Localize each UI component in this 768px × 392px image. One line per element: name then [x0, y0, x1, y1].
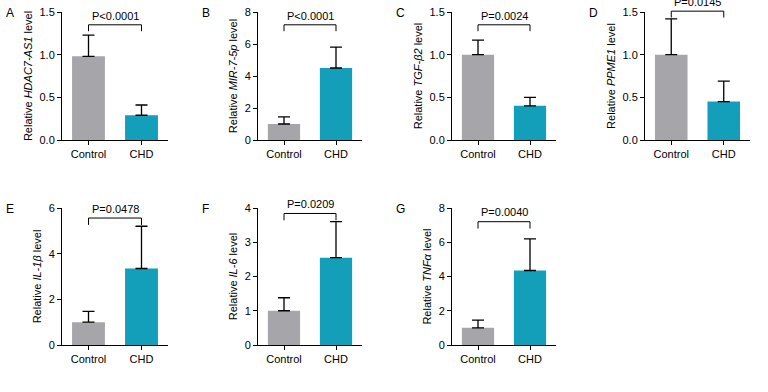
svg-text:CHD: CHD: [712, 148, 736, 160]
svg-text:1.0: 1.0: [40, 49, 55, 61]
svg-text:0: 0: [49, 339, 55, 351]
svg-text:1.5: 1.5: [623, 6, 638, 18]
svg-text:0: 0: [439, 339, 445, 351]
svg-text:6: 6: [245, 38, 251, 50]
svg-text:0.5: 0.5: [40, 91, 55, 103]
svg-text:3: 3: [245, 236, 251, 248]
svg-text:P=0.0209: P=0.0209: [287, 198, 334, 210]
svg-text:G: G: [396, 202, 405, 216]
svg-text:Relative MIR-7-5p level: Relative MIR-7-5p level: [227, 19, 239, 133]
svg-text:2: 2: [245, 270, 251, 282]
svg-text:2: 2: [49, 293, 55, 305]
svg-text:6: 6: [439, 236, 445, 248]
svg-text:P=0.0024: P=0.0024: [481, 10, 528, 22]
svg-text:8: 8: [245, 6, 251, 18]
svg-text:P=0.0478: P=0.0478: [92, 203, 139, 215]
svg-text:CHD: CHD: [130, 148, 154, 160]
svg-text:0.0: 0.0: [623, 134, 638, 146]
svg-text:0.0: 0.0: [430, 134, 445, 146]
svg-text:Control: Control: [266, 353, 301, 365]
svg-text:1.0: 1.0: [623, 49, 638, 61]
svg-text:P<0.0001: P<0.0001: [92, 10, 139, 22]
svg-text:0.5: 0.5: [430, 91, 445, 103]
svg-text:Relative HDAC7-AS1 level: Relative HDAC7-AS1 level: [22, 11, 34, 141]
svg-text:4: 4: [439, 270, 445, 282]
svg-text:Relative TGF-β2 level: Relative TGF-β2 level: [412, 23, 424, 130]
svg-text:1.5: 1.5: [430, 6, 445, 18]
svg-text:Relative IL-1β level: Relative IL-1β level: [31, 230, 43, 324]
svg-text:Control: Control: [460, 353, 495, 365]
svg-text:0: 0: [245, 339, 251, 351]
svg-text:A: A: [6, 6, 14, 20]
svg-text:Control: Control: [460, 148, 495, 160]
svg-text:P=0.0145: P=0.0145: [674, 0, 721, 8]
svg-text:1.0: 1.0: [430, 49, 445, 61]
svg-text:Control: Control: [654, 148, 689, 160]
svg-text:4: 4: [245, 70, 251, 82]
svg-text:CHD: CHD: [324, 353, 348, 365]
svg-text:0.0: 0.0: [40, 134, 55, 146]
svg-text:4: 4: [49, 248, 55, 260]
svg-text:E: E: [6, 202, 14, 216]
svg-text:CHD: CHD: [130, 353, 154, 365]
svg-text:P<0.0001: P<0.0001: [287, 10, 334, 22]
svg-text:B: B: [202, 6, 210, 20]
svg-text:2: 2: [439, 305, 445, 317]
svg-text:4: 4: [245, 202, 251, 214]
svg-text:CHD: CHD: [324, 148, 348, 160]
svg-text:8: 8: [439, 202, 445, 214]
svg-text:Control: Control: [266, 148, 301, 160]
svg-text:Control: Control: [71, 353, 106, 365]
svg-text:0: 0: [245, 134, 251, 146]
svg-text:Control: Control: [71, 148, 106, 160]
svg-text:D: D: [589, 6, 598, 20]
svg-text:1: 1: [245, 305, 251, 317]
svg-text:CHD: CHD: [518, 353, 542, 365]
svg-text:Relative TNFα level: Relative TNFα level: [421, 228, 433, 324]
svg-text:C: C: [396, 6, 405, 20]
svg-text:0.5: 0.5: [623, 91, 638, 103]
svg-text:Relative PPME1 level: Relative PPME1 level: [605, 23, 617, 129]
svg-text:1.5: 1.5: [40, 6, 55, 18]
svg-text:CHD: CHD: [518, 148, 542, 160]
svg-text:6: 6: [49, 202, 55, 214]
svg-text:F: F: [202, 202, 209, 216]
svg-text:P=0.0040: P=0.0040: [481, 206, 528, 218]
svg-text:Relative IL-6 level: Relative IL-6 level: [227, 233, 239, 320]
svg-text:2: 2: [245, 102, 251, 114]
